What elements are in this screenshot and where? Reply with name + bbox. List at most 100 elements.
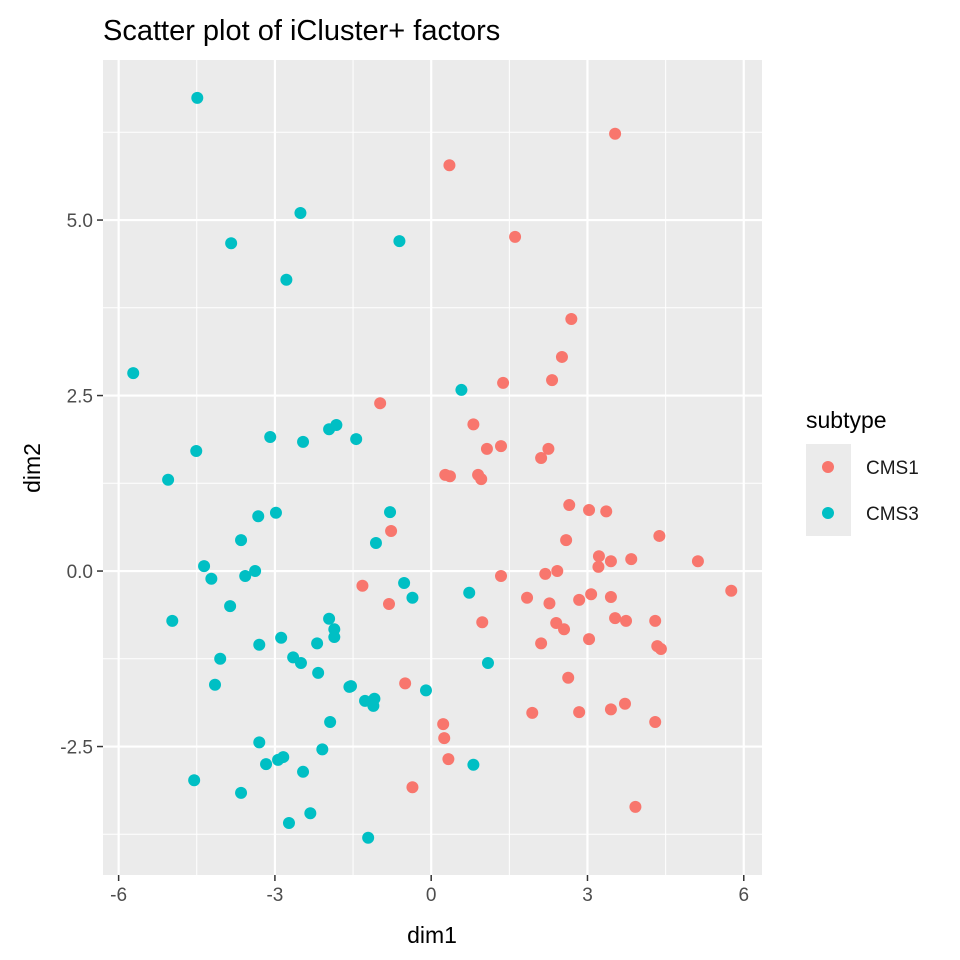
point-cms1 — [558, 623, 571, 636]
point-cms1 — [551, 565, 564, 578]
point-cms3 — [127, 367, 140, 380]
point-cms3 — [455, 383, 468, 396]
point-cms1 — [383, 598, 396, 611]
point-cms1 — [654, 642, 667, 655]
point-cms3 — [316, 743, 329, 756]
point-cms3 — [224, 600, 237, 613]
point-cms3 — [205, 572, 218, 585]
chart-title: Scatter plot of iCluster+ factors — [103, 15, 500, 47]
point-cms1 — [592, 560, 605, 573]
y-tick-label: -2.5 — [60, 738, 93, 759]
point-cms1 — [475, 473, 488, 486]
point-cms3 — [198, 560, 211, 573]
point-cms3 — [272, 753, 285, 766]
point-cms1 — [583, 633, 596, 646]
point-cms3 — [350, 433, 363, 446]
point-cms1 — [625, 553, 638, 566]
x-tick-label: -3 — [266, 885, 283, 906]
point-cms3 — [253, 638, 266, 651]
point-cms3 — [214, 652, 227, 665]
x-tick-label: 3 — [582, 885, 593, 906]
x-tick-label: 0 — [426, 885, 437, 906]
point-cms1 — [604, 591, 617, 604]
point-cms3 — [324, 715, 337, 728]
point-cms1 — [653, 529, 666, 542]
point-cms1 — [526, 706, 539, 719]
point-cms3 — [162, 473, 175, 486]
legend: subtype CMS1 CMS3 — [806, 407, 919, 536]
point-cms1 — [495, 569, 508, 582]
point-cms1 — [573, 706, 586, 719]
point-cms3 — [253, 736, 266, 749]
point-cms1 — [442, 753, 455, 766]
grid — [103, 60, 762, 875]
point-cms1 — [604, 703, 617, 716]
point-cms1 — [480, 442, 493, 455]
point-cms1 — [542, 442, 555, 455]
point-cms3 — [323, 423, 336, 436]
point-cms1 — [437, 718, 450, 731]
point-cms3 — [323, 612, 336, 625]
point-cms1 — [535, 452, 548, 465]
point-cms1 — [562, 671, 575, 684]
point-cms1 — [443, 470, 456, 483]
point-cms1 — [555, 350, 568, 363]
point-cms1 — [495, 440, 508, 453]
point-cms3 — [481, 657, 494, 670]
point-cms3 — [384, 506, 397, 519]
point-cms1 — [356, 579, 369, 592]
point-cms1 — [583, 503, 596, 516]
y-tick-label: 0.0 — [67, 562, 93, 583]
y-tick-label: 5.0 — [67, 211, 93, 232]
point-cms3 — [343, 680, 356, 693]
point-cms1 — [443, 159, 456, 172]
point-cms3 — [235, 534, 248, 547]
point-cms1 — [543, 597, 556, 610]
point-cms1 — [535, 637, 548, 650]
legend-key-cms3 — [822, 507, 834, 519]
point-cms3 — [252, 510, 265, 523]
point-cms1 — [592, 550, 605, 563]
legend-key-background — [806, 444, 851, 536]
point-cms3 — [294, 207, 307, 220]
point-cms1 — [399, 677, 412, 690]
ticks: -6 -3 0 3 6 -2.5 0.0 2.5 5.0 — [60, 211, 749, 906]
point-cms3 — [269, 506, 282, 519]
point-cms3 — [362, 831, 375, 844]
point-cms1 — [497, 376, 510, 389]
point-cms1 — [521, 591, 534, 604]
plot-panel — [103, 60, 762, 875]
point-cms1 — [509, 230, 522, 243]
point-cms3 — [367, 699, 380, 712]
point-cms1 — [629, 800, 642, 813]
legend-title: subtype — [806, 407, 887, 433]
point-cms3 — [239, 569, 252, 582]
point-cms1 — [600, 505, 613, 518]
point-cms1 — [539, 567, 552, 580]
point-cms3 — [312, 666, 325, 679]
point-cms1 — [691, 555, 704, 568]
y-tick-label: 2.5 — [67, 387, 93, 408]
point-cms3 — [304, 807, 317, 820]
point-cms3 — [249, 565, 262, 578]
points — [127, 91, 738, 844]
point-cms1 — [573, 593, 586, 606]
point-cms1 — [467, 418, 480, 431]
point-cms3 — [191, 91, 204, 104]
point-cms3 — [467, 758, 480, 771]
point-cms1 — [374, 397, 387, 410]
point-cms1 — [476, 616, 489, 629]
point-cms3 — [297, 765, 310, 778]
legend-label-cms1: CMS1 — [866, 458, 919, 479]
point-cms3 — [297, 435, 310, 448]
point-cms1 — [649, 715, 662, 728]
point-cms3 — [235, 786, 248, 799]
point-cms3 — [209, 678, 222, 691]
point-cms1 — [618, 697, 631, 710]
point-cms1 — [560, 534, 573, 547]
point-cms3 — [328, 631, 341, 644]
point-cms3 — [393, 235, 406, 248]
point-cms1 — [438, 732, 451, 745]
legend-key-cms1 — [822, 461, 834, 473]
point-cms1 — [585, 588, 598, 601]
